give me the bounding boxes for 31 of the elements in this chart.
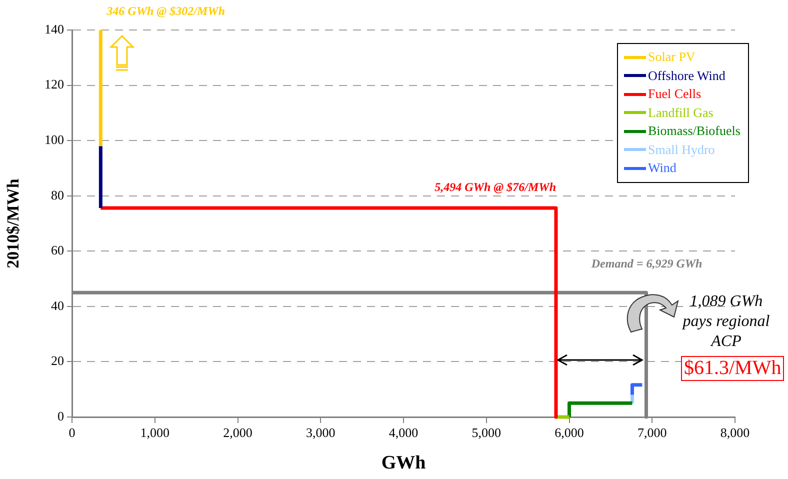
y-tick-label: 60 bbox=[51, 242, 64, 258]
legend-label: Fuel Cells bbox=[648, 85, 702, 103]
y-axis-title: 2010$/MWh bbox=[4, 178, 23, 268]
y-tick-label: 20 bbox=[51, 353, 64, 368]
x-tick-label: 6,000 bbox=[554, 425, 584, 440]
x-tick-label: 2,000 bbox=[223, 425, 252, 440]
x-tick-label: 5,000 bbox=[472, 425, 501, 440]
x-tick-label: 3,000 bbox=[306, 425, 336, 440]
legend-label: Offshore Wind bbox=[648, 66, 726, 84]
x-tick-label: 7,000 bbox=[638, 425, 667, 440]
legend-label: Small Hydro bbox=[648, 140, 715, 159]
y-tick-label: 40 bbox=[51, 298, 64, 313]
y-tick-label: 140 bbox=[44, 21, 64, 36]
y-tick-label: 120 bbox=[44, 76, 64, 92]
annotation: 346 GWh @ $302/MWh bbox=[106, 4, 226, 18]
annotation: $61.3/MWh bbox=[681, 356, 784, 381]
annotation: 5,494 GWh @ $76/MWh bbox=[434, 180, 556, 194]
annotation: 1,089 GWh pays regional ACP bbox=[682, 292, 770, 350]
x-tick-label: 0 bbox=[68, 425, 76, 440]
legend-label: Wind bbox=[648, 159, 676, 177]
y-tick-label: 0 bbox=[58, 408, 64, 424]
y-tick-label: 100 bbox=[44, 132, 64, 147]
x-tick-label: 1,000 bbox=[140, 425, 170, 440]
x-axis-title: GWh bbox=[381, 452, 426, 474]
annotation: Demand = 6,929 GWh bbox=[590, 256, 703, 271]
legend-label: Solar PV bbox=[648, 48, 696, 66]
legend-label: Landfill Gas bbox=[648, 104, 714, 122]
legend-label: Biomass/Biofuels bbox=[648, 122, 740, 140]
x-tick-label: 4,000 bbox=[388, 425, 418, 440]
y-tick-label: 80 bbox=[51, 187, 64, 202]
x-tick-label: 8,000 bbox=[720, 425, 750, 440]
